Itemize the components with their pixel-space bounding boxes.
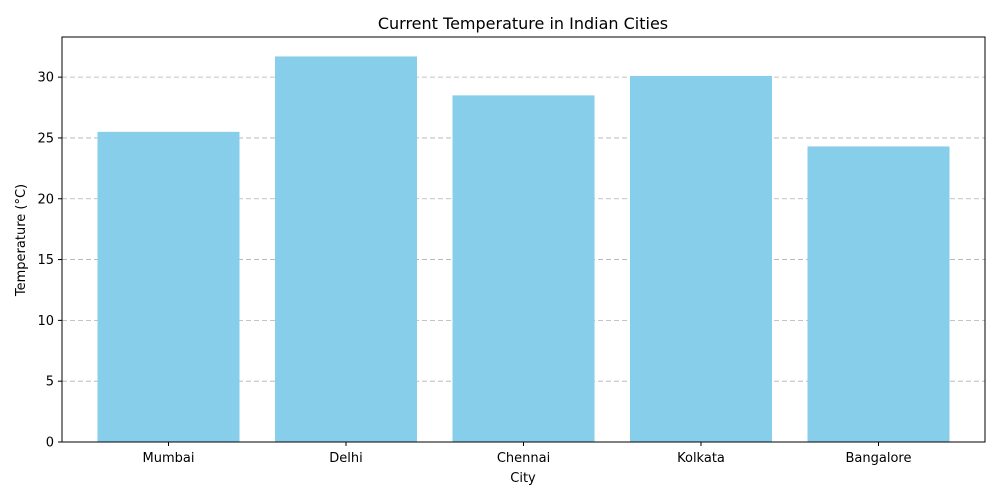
bar-kolkata: [630, 75, 772, 443]
x-tick-label: Chennai: [497, 451, 550, 466]
y-tick-label: 25: [37, 131, 54, 146]
y-tick-label: 15: [37, 253, 54, 268]
x-ticks: Mumbai Delhi Chennai Kolkata Bangalore: [143, 442, 912, 466]
y-tick-label: 10: [37, 314, 54, 329]
bar-chennai: [452, 95, 595, 442]
x-tick-label: Bangalore: [846, 451, 912, 466]
bars: [97, 56, 950, 443]
bar-delhi: [275, 56, 417, 442]
x-axis-label: City: [510, 471, 536, 486]
y-tick-label: 20: [37, 192, 54, 207]
chart-title: Current Temperature in Indian Cities: [378, 14, 668, 33]
y-tick-label: 0: [46, 436, 54, 451]
y-ticks: 0 5 10 15 20 25 30: [37, 71, 62, 451]
y-tick-label: 5: [46, 375, 54, 390]
x-tick-label: Kolkata: [677, 451, 725, 466]
x-tick-label: Mumbai: [143, 451, 195, 466]
bar-mumbai: [97, 131, 240, 442]
bar-bangalore: [807, 146, 950, 442]
x-tick-label: Delhi: [329, 451, 362, 466]
y-axis-label: Temperature (°C): [14, 184, 29, 297]
y-tick-label: 30: [37, 71, 54, 86]
